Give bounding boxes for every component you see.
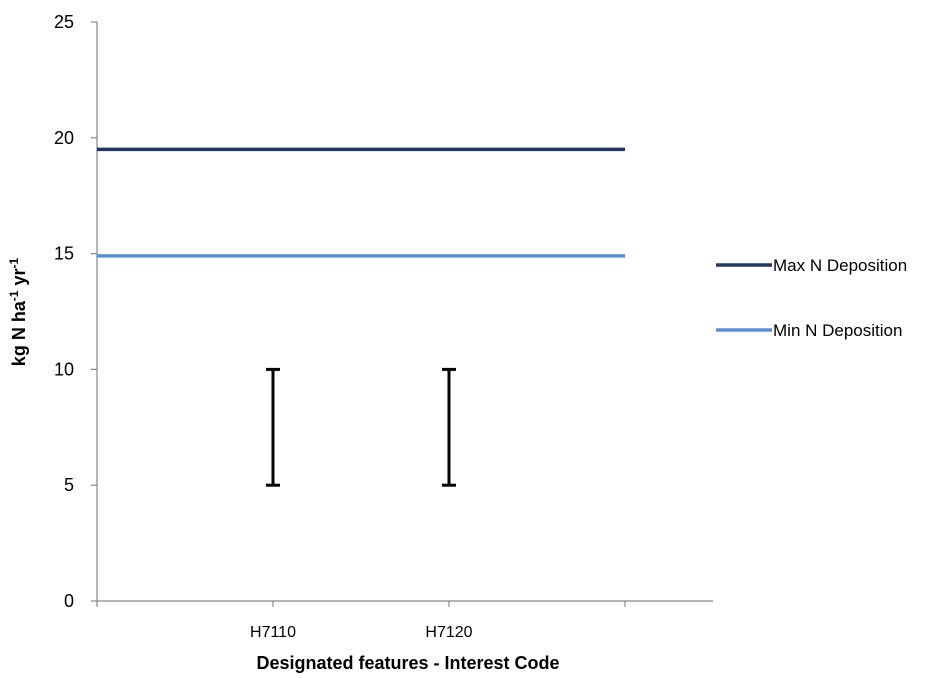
y-axis-title-sup-1: -1 (7, 290, 21, 301)
x-tick-label: H7120 (425, 624, 472, 641)
x-axis-ticks: H7110 H7120 (96, 601, 626, 641)
series-lines (97, 147, 625, 258)
range-bars (266, 367, 456, 487)
x-axis-title: Designated features - Interest Code (256, 653, 559, 673)
y-axis-ticks: 0 5 10 15 20 25 (54, 12, 97, 611)
y-tick-label: 25 (54, 12, 74, 32)
range-bar (266, 367, 280, 487)
range-bar (442, 367, 456, 487)
y-axis-title: kg N ha-1 yr-1 (7, 257, 29, 366)
y-tick-label: 0 (64, 591, 74, 611)
legend: Max N Deposition Min N Deposition (716, 256, 907, 340)
y-tick-label: 15 (54, 244, 74, 264)
x-tick-label: H7110 (250, 624, 296, 641)
legend-label-min: Min N Deposition (773, 321, 902, 340)
legend-label-max: Max N Deposition (773, 256, 907, 275)
y-tick-label: 10 (54, 359, 74, 379)
y-axis-title-sup-2: -1 (7, 257, 21, 268)
y-tick-label: 5 (64, 475, 74, 495)
y-tick-label: 20 (54, 128, 74, 148)
